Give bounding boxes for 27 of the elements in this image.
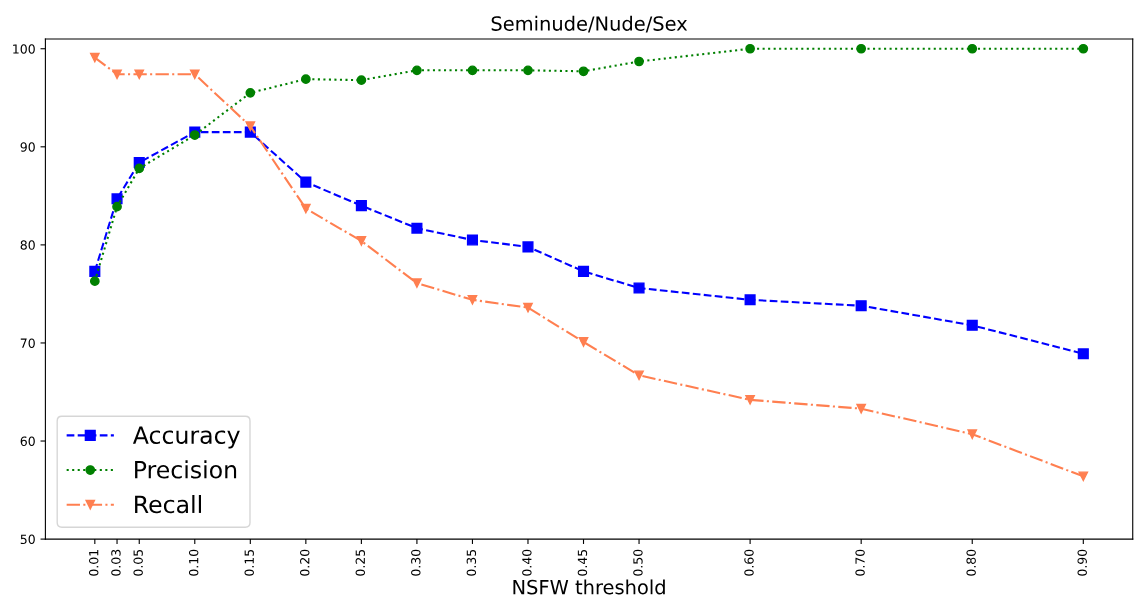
y-tick-label: 70 xyxy=(20,338,35,348)
x-tick-label: 0.80 xyxy=(966,549,976,576)
x-axis-title: NSFW threshold xyxy=(513,579,665,595)
x-tick-label: 0.45 xyxy=(577,549,588,576)
x-tick-label: 0.90 xyxy=(1077,549,1087,576)
y-tick-label: 80 xyxy=(20,240,35,250)
x-tick-label: 0.03 xyxy=(111,549,121,576)
x-tick-label: 0.70 xyxy=(855,549,865,576)
x-tick-label: 0.25 xyxy=(355,549,366,576)
x-tick-label: 0.50 xyxy=(633,549,643,576)
y-tick-label: 50 xyxy=(20,534,35,545)
x-tick-label: 0.05 xyxy=(133,549,143,576)
chart-title: Seminude/Nude/Sex xyxy=(491,15,688,33)
x-tick-label: 0.35 xyxy=(466,549,477,576)
x-tick-label: 0.60 xyxy=(744,549,754,576)
y-tick-label: 60 xyxy=(20,436,35,446)
legend-label: Recall xyxy=(135,495,201,514)
x-tick-label: 0.40 xyxy=(522,549,532,576)
y-tick-label: 100 xyxy=(13,44,35,54)
y-tick-label: 90 xyxy=(20,142,35,152)
legend-label: Accuracy xyxy=(132,426,240,449)
x-tick-label: 0.30 xyxy=(411,549,421,576)
x-tick-label: 0.15 xyxy=(244,549,254,576)
x-tick-label: 0.01 xyxy=(89,549,99,576)
x-tick-label: 0.20 xyxy=(300,549,310,576)
legend-label: Precision xyxy=(135,460,237,479)
x-tick-label: 0.10 xyxy=(188,549,199,576)
